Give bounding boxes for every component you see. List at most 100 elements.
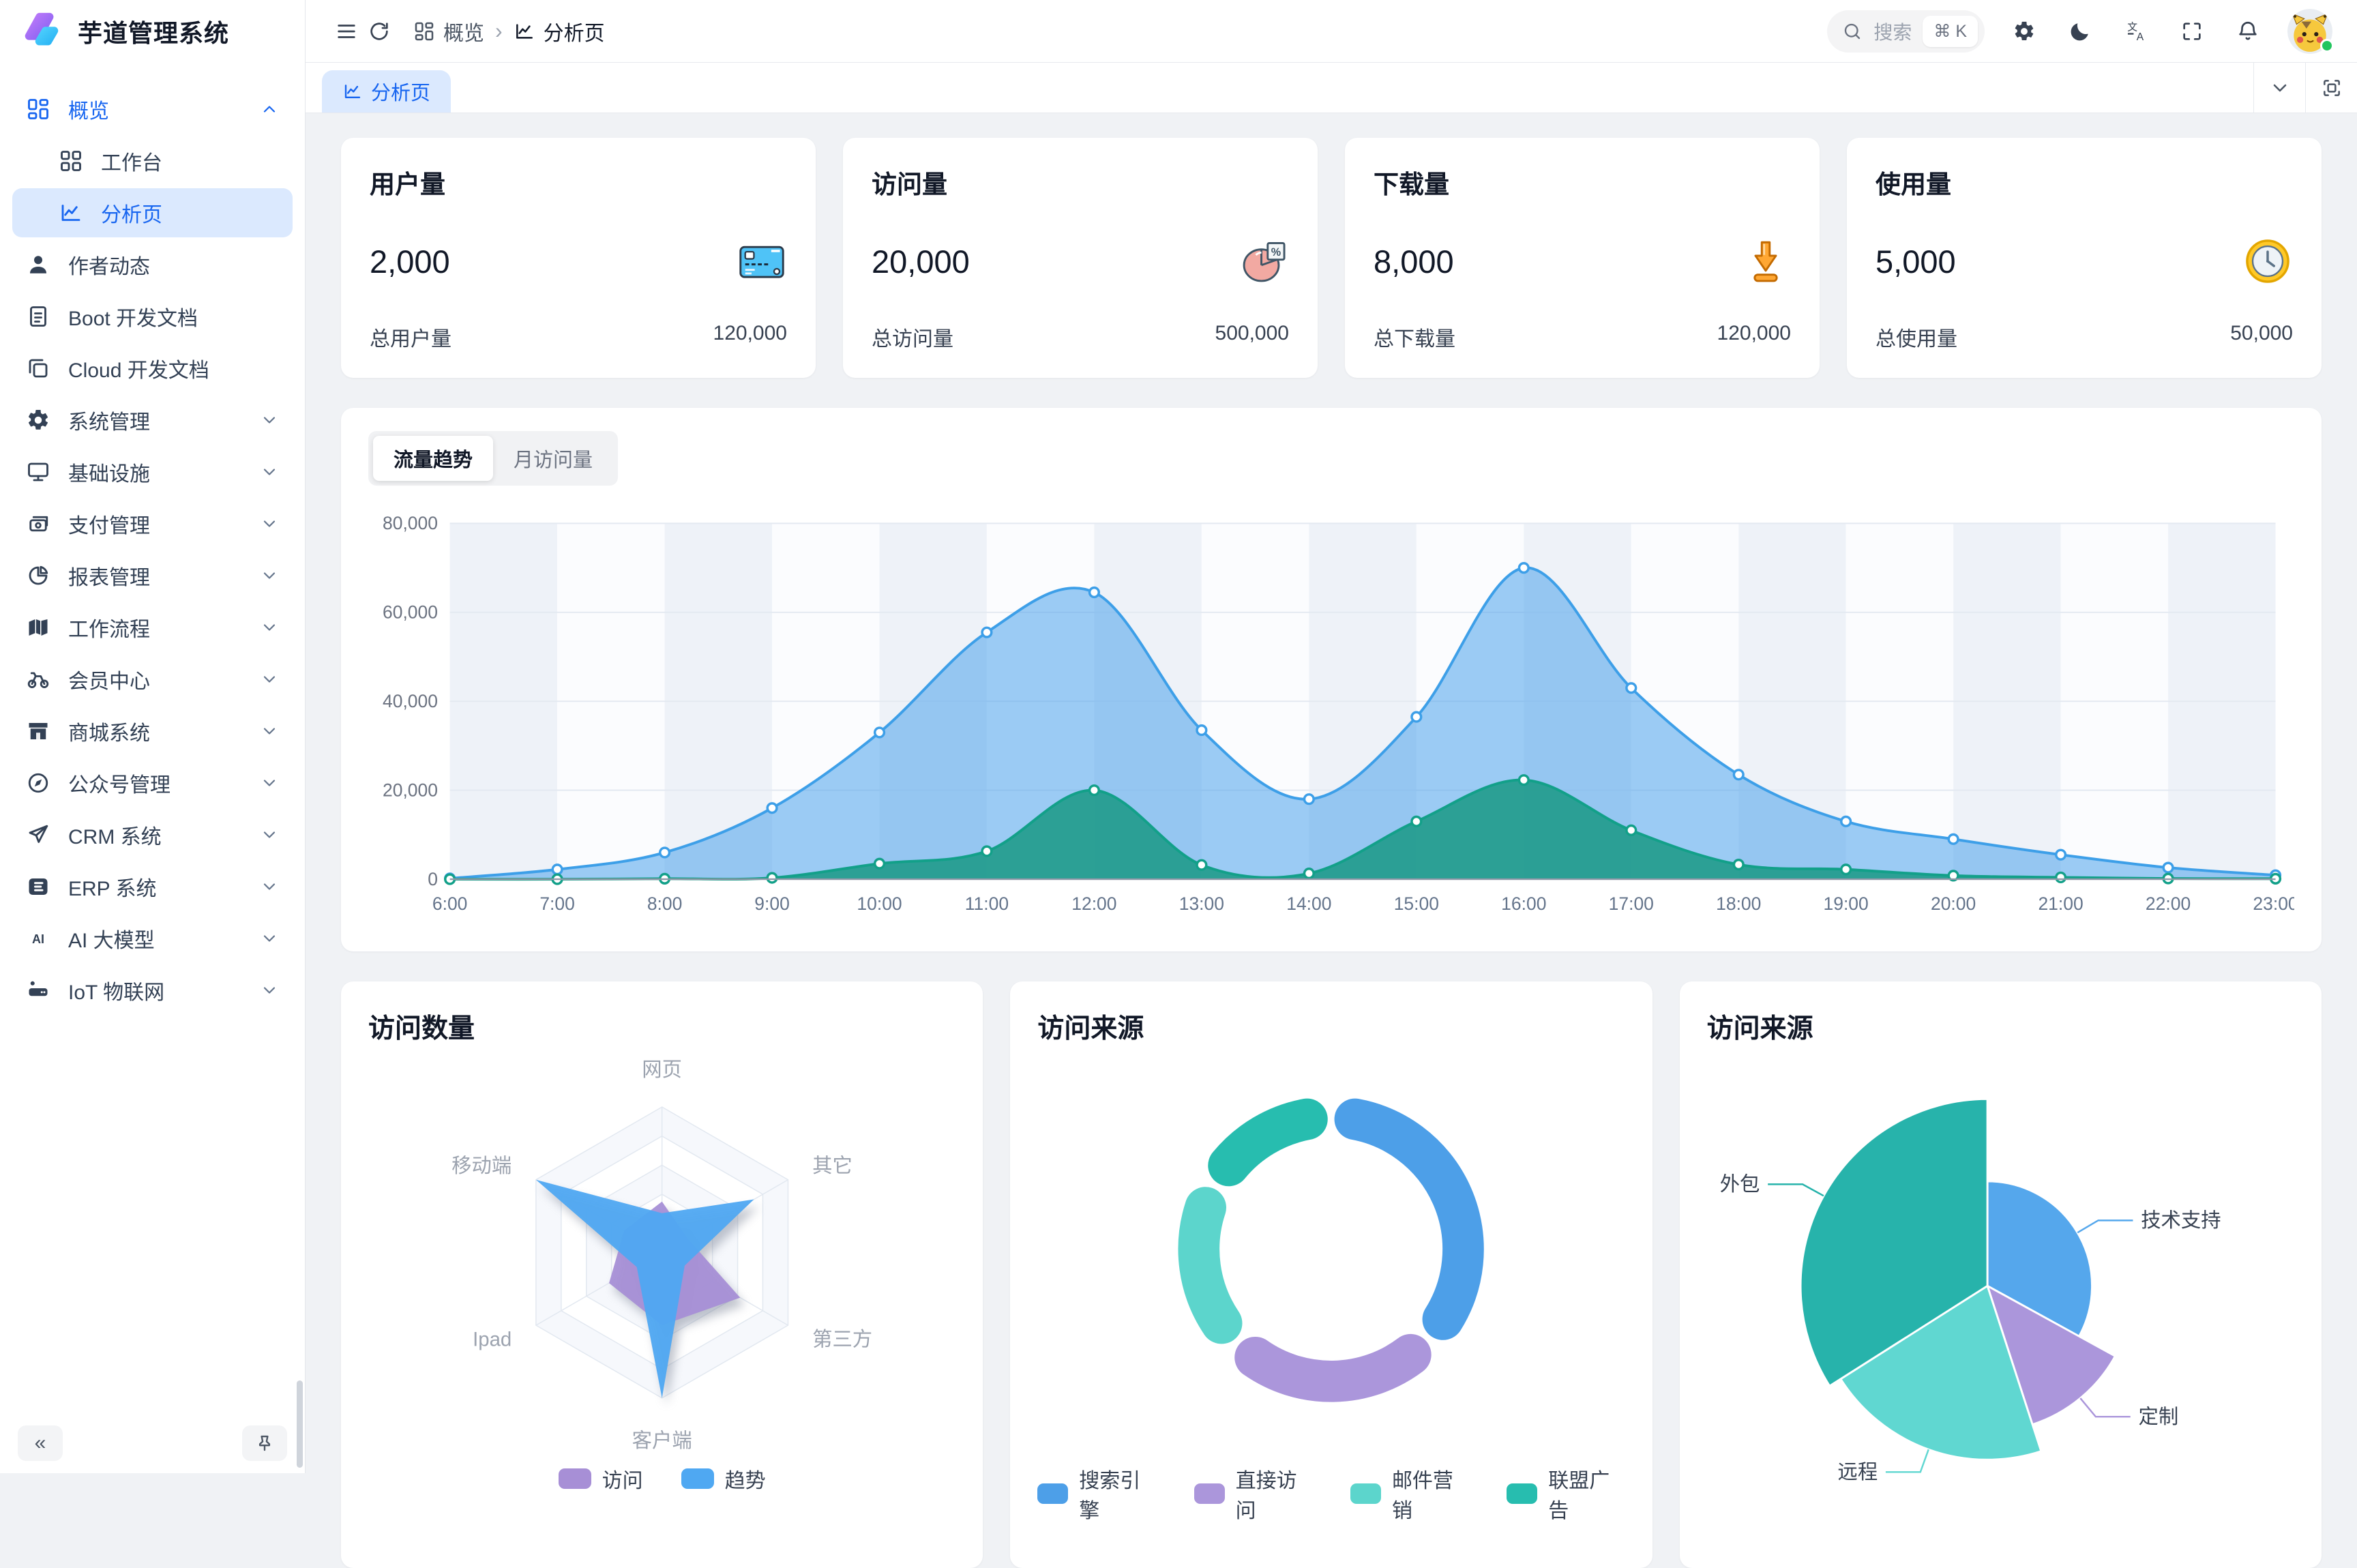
svg-text:17:00: 17:00 [1609, 893, 1654, 914]
maximize-content-button[interactable] [2305, 63, 2357, 113]
send-icon [26, 823, 50, 847]
sidebar-item-workflow[interactable]: 工作流程 [12, 603, 293, 652]
chevron-down-icon [260, 773, 279, 793]
sidebar-item-infra[interactable]: 基础设施 [12, 447, 293, 497]
chevron-down-icon [260, 618, 279, 637]
sidebar-item-member[interactable]: 会员中心 [12, 655, 293, 704]
workbench-icon [59, 149, 83, 173]
sidebar-item-cloud-docs[interactable]: Cloud 开发文档 [12, 344, 293, 393]
sidebar-item-payment[interactable]: 支付管理 [12, 499, 293, 548]
iot-icon [26, 978, 50, 1003]
breadcrumb-overview[interactable]: 概览 [413, 16, 484, 46]
settings-button[interactable] [2008, 15, 2041, 48]
fullscreen-button[interactable] [2176, 15, 2208, 48]
notifications-button[interactable] [2232, 15, 2264, 48]
refresh-button[interactable] [363, 15, 396, 48]
chevron-down-icon [260, 981, 279, 1000]
legend-item-趋势[interactable]: 趋势 [681, 1464, 766, 1494]
donut-chart[interactable] [1037, 1046, 1625, 1460]
sidebar-item-workbench[interactable]: 工作台 [12, 136, 293, 186]
dark-mode-toggle[interactable] [2064, 15, 2096, 48]
stat-card: 访问量 20,000 % 总访问量 500,000 [843, 138, 1318, 378]
sidebar-item-label: 公众号管理 [68, 768, 171, 798]
svg-text:13:00: 13:00 [1179, 893, 1224, 914]
legend-item-邮件营销[interactable]: 邮件营销 [1350, 1464, 1468, 1524]
breadcrumb-separator: › [495, 18, 503, 44]
sidebar-item-ai[interactable]: AI AI 大模型 [12, 914, 293, 963]
gear-icon [26, 408, 50, 432]
visit-source-rose-card: 访问来源 技术支持定制远程外包 [1680, 981, 2322, 1568]
svg-text:15:00: 15:00 [1394, 893, 1439, 914]
svg-text:9:00: 9:00 [754, 893, 790, 914]
sidebar-item-iot[interactable]: IoT 物联网 [12, 966, 293, 1015]
stat-footer-label: 总用户量 [370, 322, 451, 352]
compass-icon [26, 771, 50, 795]
legend-label: 邮件营销 [1392, 1464, 1468, 1524]
breadcrumb-analysis[interactable]: 分析页 [514, 16, 605, 46]
trend-tab-月访问量[interactable]: 月访问量 [493, 436, 613, 481]
svg-text:Ipad: Ipad [473, 1329, 512, 1351]
chevron-up-icon [260, 100, 279, 119]
stat-footer-value: 120,000 [713, 322, 787, 352]
legend-item-访问[interactable]: 访问 [559, 1464, 643, 1494]
sidebar-footer: « [0, 1413, 305, 1473]
sidebar-item-overview[interactable]: 概览 [12, 85, 293, 134]
stat-footer-value: 120,000 [1717, 322, 1791, 352]
stat-footer-label: 总访问量 [872, 322, 953, 352]
search-input[interactable]: 搜索 ⌘ K [1827, 10, 1985, 53]
main-content: 用户量 2,000 总用户量 120,000 访问量 20,000 % 总访问量… [306, 113, 2357, 1473]
legend-item-联盟广告[interactable]: 联盟广告 [1507, 1464, 1625, 1524]
sidebar-item-report[interactable]: 报表管理 [12, 551, 293, 600]
legend-swatch [1194, 1483, 1225, 1504]
sidebar-item-analysis[interactable]: 分析页 [12, 188, 293, 237]
user-avatar[interactable] [2287, 9, 2332, 54]
svg-text:技术支持: 技术支持 [2141, 1209, 2221, 1232]
breadcrumb-label: 概览 [443, 16, 484, 46]
panel-title: 访问来源 [1037, 1007, 1625, 1046]
legend-item-搜索引擎[interactable]: 搜索引擎 [1037, 1464, 1155, 1524]
tab-analysis[interactable]: 分析页 [322, 70, 451, 113]
analysis-icon [59, 201, 83, 225]
legend-swatch [1507, 1483, 1537, 1504]
trend-tab-流量趋势[interactable]: 流量趋势 [373, 436, 493, 481]
sidebar-item-label: 系统管理 [68, 405, 150, 435]
sidebar-item-label: 支付管理 [68, 509, 150, 539]
hamburger-menu-button[interactable] [330, 15, 363, 48]
legend-item-直接访问[interactable]: 直接访问 [1194, 1464, 1312, 1524]
legend-label: 联盟广告 [1548, 1464, 1625, 1524]
sidebar-item-label: 概览 [68, 94, 109, 124]
stat-card: 使用量 5,000 总使用量 50,000 [1847, 138, 2322, 378]
logo-row[interactable]: 芋道管理系统 [0, 0, 305, 63]
stat-title: 使用量 [1876, 164, 2293, 201]
svg-text:7:00: 7:00 [539, 893, 575, 914]
sidebar-item-boot-docs[interactable]: Boot 开发文档 [12, 292, 293, 341]
sidebar-item-erp[interactable]: ERP 系统 [12, 862, 293, 911]
ai-icon: AI [26, 926, 50, 951]
sidebar-item-label: 报表管理 [68, 561, 150, 591]
svg-text:22:00: 22:00 [2146, 893, 2191, 914]
svg-text:其它: 其它 [812, 1155, 853, 1177]
panel-title: 访问数量 [368, 1007, 955, 1046]
svg-text:%: % [1271, 246, 1281, 258]
svg-text:18:00: 18:00 [1716, 893, 1761, 914]
pin-sidebar-button[interactable] [242, 1425, 287, 1461]
tab-label: 分析页 [371, 77, 430, 106]
collapse-sidebar-button[interactable]: « [18, 1425, 63, 1461]
sidebar-item-crm[interactable]: CRM 系统 [12, 810, 293, 859]
rose-pie-chart[interactable]: 技术支持定制远程外包 [1707, 1046, 2294, 1513]
sidebar-item-author-news[interactable]: 作者动态 [12, 240, 293, 289]
copy-icon [26, 356, 50, 381]
sidebar-item-mp[interactable]: 公众号管理 [12, 758, 293, 808]
sidebar-item-system[interactable]: 系统管理 [12, 396, 293, 445]
sidebar-item-label: 作者动态 [68, 250, 150, 280]
chevron-down-icon [260, 877, 279, 896]
sidebar-item-mall[interactable]: 商城系统 [12, 707, 293, 756]
tab-list-dropdown-button[interactable] [2253, 63, 2305, 113]
